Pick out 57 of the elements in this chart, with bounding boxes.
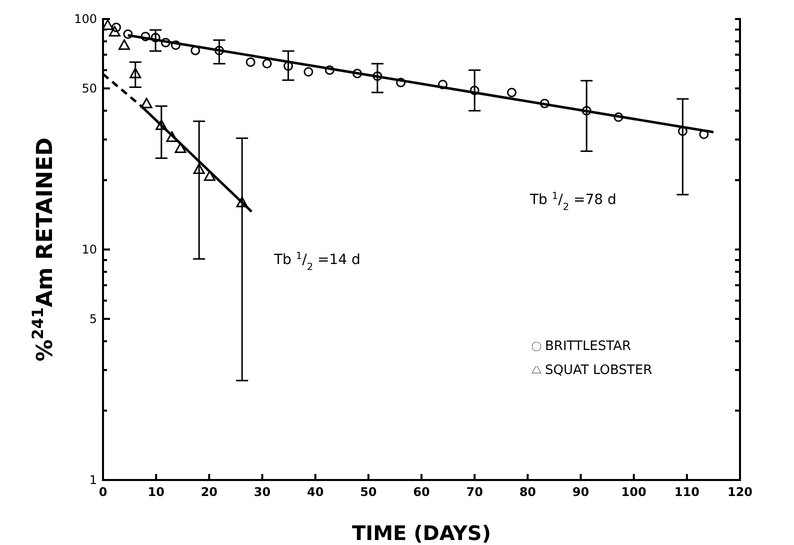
point [284, 61, 294, 71]
point [324, 65, 334, 75]
point [236, 196, 248, 208]
point [214, 46, 224, 56]
x-tick-label: 20 [200, 485, 218, 499]
annotation: Tb $^{1}$/$_{2}$ =14 d [273, 250, 360, 272]
point [614, 112, 624, 122]
x-tick-label: 30 [254, 485, 271, 499]
point [352, 68, 362, 78]
x-tick-label: 40 [306, 485, 324, 499]
point [699, 130, 709, 140]
point [506, 88, 516, 98]
point [190, 46, 200, 56]
point [140, 32, 150, 42]
point [140, 98, 152, 108]
point [156, 119, 168, 130]
point [130, 68, 142, 78]
point [193, 163, 205, 174]
point [166, 131, 178, 142]
point [304, 67, 314, 77]
x-tick-label: 70 [466, 485, 483, 499]
point [204, 170, 216, 181]
x-tick-label: 10 [148, 485, 164, 499]
x-tick-label: 90 [572, 485, 590, 499]
y-tick-label: 5 [89, 312, 97, 326]
point [170, 40, 180, 50]
point [540, 98, 550, 108]
point [262, 58, 272, 68]
x-axis-title: TIME (DAYS) [352, 521, 491, 545]
y-tick-label: 50 [82, 81, 97, 96]
point [678, 126, 688, 136]
annotation: Tb $^{1}$/$_{2}$ =78 d [529, 190, 616, 212]
point [112, 22, 122, 32]
point [108, 26, 120, 37]
x-tick-label: 0 [98, 485, 108, 499]
point [372, 71, 382, 81]
point [118, 39, 130, 50]
point [160, 38, 170, 48]
x-tick-label: 50 [360, 485, 377, 499]
y-tick-label: 10 [82, 242, 97, 256]
y-tick-label: 100 [74, 12, 97, 26]
point [582, 106, 592, 116]
legend-label: SQUAT LOBSTER [545, 363, 652, 378]
legend-label: BRITTLESTAR [545, 339, 632, 354]
point [396, 78, 406, 88]
point [150, 32, 160, 42]
point [470, 86, 480, 96]
x-tick-label: 60 [413, 485, 430, 499]
x-tick-label: 100 [621, 485, 646, 499]
point [123, 29, 133, 39]
point [174, 142, 186, 153]
point [246, 57, 256, 67]
x-tick-label: 120 [727, 485, 753, 499]
x-tick-label: 110 [674, 485, 700, 499]
x-tick-label: 80 [519, 485, 536, 499]
y-tick-label: 1 [89, 473, 97, 487]
point [438, 80, 448, 90]
